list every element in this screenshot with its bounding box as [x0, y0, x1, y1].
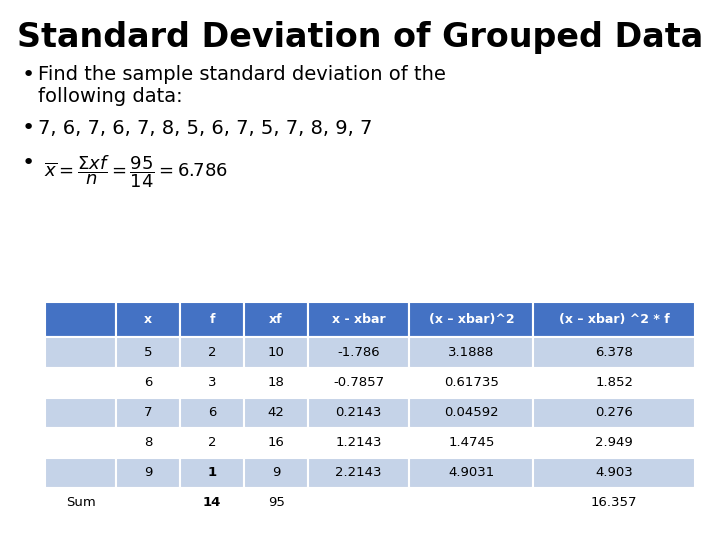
Bar: [117, 428, 180, 458]
Bar: [117, 458, 180, 488]
Text: 18: 18: [268, 376, 284, 389]
Bar: [410, 488, 534, 518]
Bar: [117, 302, 180, 338]
Text: $\overline{x} = \dfrac{\Sigma xf}{n} = \dfrac{95}{14} = 6.786$: $\overline{x} = \dfrac{\Sigma xf}{n} = \…: [44, 154, 228, 190]
Text: 14: 14: [203, 496, 221, 509]
Text: 2: 2: [208, 436, 217, 449]
Bar: [180, 368, 244, 397]
Bar: [244, 338, 308, 368]
Bar: [244, 368, 308, 397]
Bar: [410, 397, 534, 428]
Bar: [244, 397, 308, 428]
Bar: [180, 488, 244, 518]
Bar: [117, 397, 180, 428]
Bar: [410, 368, 534, 397]
Text: 7: 7: [144, 406, 153, 419]
Text: •: •: [22, 153, 35, 173]
Text: f: f: [210, 313, 215, 326]
Bar: [180, 458, 244, 488]
Bar: [180, 338, 244, 368]
Text: 9: 9: [272, 467, 280, 480]
Bar: [534, 458, 695, 488]
Bar: [534, 302, 695, 338]
Bar: [45, 428, 117, 458]
Text: 95: 95: [268, 496, 284, 509]
Text: Sum: Sum: [66, 496, 96, 509]
Bar: [45, 338, 117, 368]
Bar: [180, 397, 244, 428]
Text: 2.949: 2.949: [595, 436, 633, 449]
Bar: [244, 302, 308, 338]
Text: 9: 9: [144, 467, 153, 480]
Bar: [244, 428, 308, 458]
Bar: [410, 428, 534, 458]
Text: 4.9031: 4.9031: [449, 467, 495, 480]
Text: 8: 8: [144, 436, 153, 449]
Text: 16.357: 16.357: [591, 496, 637, 509]
Bar: [534, 488, 695, 518]
Text: Find the sample standard deviation of the: Find the sample standard deviation of th…: [38, 65, 446, 84]
Text: 0.2143: 0.2143: [336, 406, 382, 419]
Text: 3: 3: [208, 376, 217, 389]
Text: (x – xbar) ^2 * f: (x – xbar) ^2 * f: [559, 313, 670, 326]
Text: 6: 6: [208, 406, 217, 419]
Text: 6: 6: [144, 376, 153, 389]
Bar: [410, 302, 534, 338]
Bar: [308, 302, 410, 338]
Text: 1.4745: 1.4745: [449, 436, 495, 449]
Bar: [534, 338, 695, 368]
Bar: [308, 458, 410, 488]
Text: -0.7857: -0.7857: [333, 376, 384, 389]
Text: x - xbar: x - xbar: [332, 313, 385, 326]
Text: xf: xf: [269, 313, 283, 326]
Text: 1.852: 1.852: [595, 376, 633, 389]
Text: 2: 2: [208, 346, 217, 359]
Text: x: x: [144, 313, 153, 326]
Bar: [45, 397, 117, 428]
Text: 0.276: 0.276: [595, 406, 633, 419]
Text: 0.61735: 0.61735: [444, 376, 499, 389]
Bar: [308, 338, 410, 368]
Text: •: •: [22, 118, 35, 138]
Text: following data:: following data:: [38, 87, 183, 106]
Text: 7, 6, 7, 6, 7, 8, 5, 6, 7, 5, 7, 8, 9, 7: 7, 6, 7, 6, 7, 8, 5, 6, 7, 5, 7, 8, 9, 7: [38, 118, 372, 138]
Bar: [244, 458, 308, 488]
Bar: [117, 338, 180, 368]
Bar: [410, 458, 534, 488]
Text: 4.903: 4.903: [595, 467, 633, 480]
Text: 6.378: 6.378: [595, 346, 633, 359]
Bar: [308, 488, 410, 518]
Bar: [244, 488, 308, 518]
Text: 16: 16: [268, 436, 284, 449]
Bar: [410, 338, 534, 368]
Text: Standard Deviation of Grouped Data: Standard Deviation of Grouped Data: [17, 22, 703, 55]
Bar: [117, 488, 180, 518]
Text: 0.04592: 0.04592: [444, 406, 499, 419]
Text: 42: 42: [268, 406, 284, 419]
Text: 2.2143: 2.2143: [336, 467, 382, 480]
Bar: [534, 428, 695, 458]
Text: 10: 10: [268, 346, 284, 359]
Bar: [45, 302, 117, 338]
Bar: [180, 428, 244, 458]
Bar: [308, 368, 410, 397]
Bar: [117, 368, 180, 397]
Text: (x – xbar)^2: (x – xbar)^2: [428, 313, 514, 326]
Bar: [308, 428, 410, 458]
Bar: [534, 368, 695, 397]
Bar: [534, 397, 695, 428]
Text: 1: 1: [207, 467, 217, 480]
Text: 5: 5: [144, 346, 153, 359]
Text: 1.2143: 1.2143: [336, 436, 382, 449]
Bar: [45, 488, 117, 518]
Text: •: •: [22, 65, 35, 85]
Bar: [180, 302, 244, 338]
Text: 3.1888: 3.1888: [449, 346, 495, 359]
Bar: [45, 458, 117, 488]
Bar: [45, 368, 117, 397]
Text: -1.786: -1.786: [338, 346, 380, 359]
Bar: [308, 397, 410, 428]
